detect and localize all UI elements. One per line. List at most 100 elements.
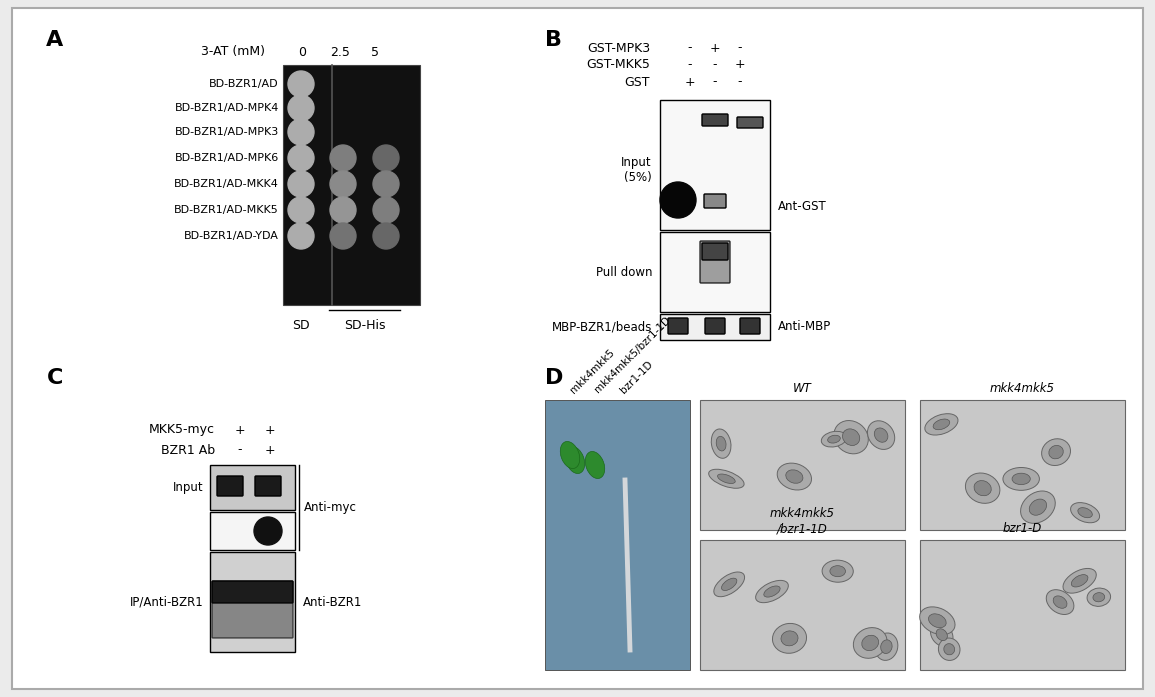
- FancyBboxPatch shape: [213, 581, 293, 638]
- Text: C: C: [47, 368, 64, 388]
- Bar: [210, 465, 295, 510]
- Text: GST: GST: [625, 75, 650, 89]
- Ellipse shape: [937, 629, 947, 641]
- Text: 3-AT (mM): 3-AT (mM): [201, 45, 264, 59]
- Text: -: -: [713, 75, 717, 89]
- Circle shape: [373, 197, 398, 223]
- Text: BD-BZR1/AD-MKK5: BD-BZR1/AD-MKK5: [174, 205, 280, 215]
- Text: BD-BZR1/AD-MPK4: BD-BZR1/AD-MPK4: [174, 103, 280, 113]
- Ellipse shape: [1087, 588, 1111, 606]
- Text: MKK5-myc: MKK5-myc: [149, 424, 215, 436]
- Ellipse shape: [929, 614, 946, 628]
- Text: mkk4mkk5/bzr1-1D: mkk4mkk5/bzr1-1D: [593, 315, 673, 395]
- Text: -: -: [738, 42, 743, 54]
- Text: mkk4mkk5: mkk4mkk5: [990, 382, 1055, 395]
- Circle shape: [373, 171, 398, 197]
- Ellipse shape: [781, 631, 798, 646]
- Bar: [700, 400, 906, 530]
- Text: A: A: [46, 30, 64, 50]
- Circle shape: [288, 223, 314, 249]
- Bar: [210, 512, 295, 550]
- Circle shape: [288, 95, 314, 121]
- FancyBboxPatch shape: [700, 241, 730, 283]
- Circle shape: [373, 145, 398, 171]
- Ellipse shape: [1093, 592, 1104, 602]
- Ellipse shape: [931, 623, 953, 647]
- Ellipse shape: [1042, 438, 1071, 466]
- Ellipse shape: [1072, 574, 1088, 587]
- Text: +: +: [709, 42, 721, 54]
- Text: mkk4mkk5: mkk4mkk5: [568, 347, 616, 395]
- Ellipse shape: [1003, 468, 1040, 490]
- Bar: [660, 100, 770, 230]
- Bar: [660, 232, 770, 312]
- Ellipse shape: [717, 474, 736, 484]
- Bar: [545, 400, 690, 670]
- Ellipse shape: [1078, 507, 1093, 518]
- Bar: [700, 540, 906, 670]
- FancyBboxPatch shape: [737, 117, 763, 128]
- FancyBboxPatch shape: [740, 318, 760, 334]
- FancyBboxPatch shape: [705, 318, 725, 334]
- Ellipse shape: [773, 623, 806, 653]
- Ellipse shape: [711, 429, 731, 459]
- Text: -: -: [738, 75, 743, 89]
- Ellipse shape: [1049, 445, 1064, 459]
- Text: 0: 0: [298, 45, 306, 59]
- Text: +: +: [264, 424, 275, 436]
- Circle shape: [288, 171, 314, 197]
- Text: -: -: [687, 59, 692, 72]
- Ellipse shape: [1021, 491, 1056, 523]
- Bar: [283, 65, 420, 305]
- Text: WT: WT: [793, 382, 812, 395]
- Ellipse shape: [1046, 590, 1074, 615]
- FancyBboxPatch shape: [702, 114, 728, 126]
- Text: Ant-GST: Ant-GST: [778, 199, 827, 213]
- Text: 5: 5: [371, 45, 379, 59]
- Ellipse shape: [1053, 596, 1067, 608]
- Text: BD-BZR1/AD: BD-BZR1/AD: [209, 79, 280, 89]
- Ellipse shape: [821, 431, 847, 447]
- Text: +: +: [685, 75, 695, 89]
- Ellipse shape: [867, 421, 895, 450]
- Bar: [660, 314, 770, 340]
- Ellipse shape: [875, 633, 897, 660]
- Ellipse shape: [966, 473, 1000, 503]
- Text: bzr1-D: bzr1-D: [1003, 522, 1042, 535]
- Ellipse shape: [830, 566, 845, 576]
- Text: Input: Input: [173, 481, 204, 494]
- FancyBboxPatch shape: [668, 318, 688, 334]
- Ellipse shape: [880, 640, 892, 654]
- Circle shape: [660, 182, 696, 218]
- Text: Input
(5%): Input (5%): [621, 156, 653, 184]
- FancyBboxPatch shape: [217, 476, 243, 496]
- Text: -: -: [713, 59, 717, 72]
- Ellipse shape: [716, 436, 726, 451]
- Text: BD-BZR1/AD-MPK6: BD-BZR1/AD-MPK6: [174, 153, 280, 163]
- Ellipse shape: [763, 586, 780, 597]
- Text: mkk4mkk5
/bzr1-1D: mkk4mkk5 /bzr1-1D: [770, 507, 835, 535]
- Circle shape: [330, 223, 356, 249]
- Text: SD-His: SD-His: [344, 319, 386, 332]
- Text: bzr1-1D: bzr1-1D: [618, 358, 655, 395]
- Text: GST-MKK5: GST-MKK5: [586, 59, 650, 72]
- Text: BZR1 Ab: BZR1 Ab: [161, 443, 215, 457]
- Bar: [921, 400, 1125, 530]
- FancyBboxPatch shape: [213, 581, 293, 603]
- Text: BD-BZR1/AD-MPK3: BD-BZR1/AD-MPK3: [174, 127, 280, 137]
- Ellipse shape: [944, 643, 955, 654]
- Ellipse shape: [834, 420, 869, 454]
- Ellipse shape: [777, 463, 812, 490]
- Ellipse shape: [822, 560, 854, 582]
- Ellipse shape: [854, 627, 887, 658]
- Text: +: +: [234, 424, 245, 436]
- FancyBboxPatch shape: [255, 476, 281, 496]
- Text: B: B: [545, 30, 562, 50]
- Ellipse shape: [925, 414, 957, 435]
- Ellipse shape: [1029, 499, 1046, 515]
- Circle shape: [288, 119, 314, 145]
- Text: Pull down: Pull down: [596, 266, 653, 279]
- Ellipse shape: [709, 469, 744, 489]
- Text: MBP-BZR1/beads: MBP-BZR1/beads: [552, 321, 653, 333]
- Text: BD-BZR1/AD-YDA: BD-BZR1/AD-YDA: [184, 231, 280, 241]
